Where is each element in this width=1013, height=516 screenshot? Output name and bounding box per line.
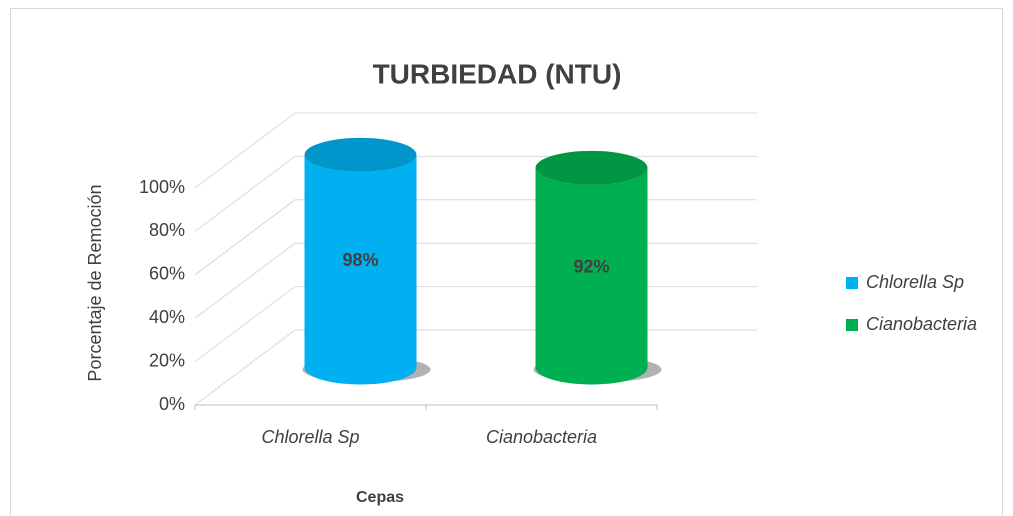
legend-swatch bbox=[846, 277, 858, 289]
y-tick-label: 60% bbox=[149, 264, 185, 284]
grid-line bbox=[194, 329, 296, 406]
legend-label: Cianobacteria bbox=[866, 314, 977, 334]
grid-line bbox=[194, 242, 296, 319]
y-tick-label: 20% bbox=[149, 350, 185, 370]
y-tick-label: 40% bbox=[149, 307, 185, 327]
grid-line bbox=[194, 112, 296, 189]
cylinder bbox=[304, 154, 417, 385]
y-tick-label: 0% bbox=[159, 394, 185, 414]
x-tick-label: Chlorella Sp bbox=[261, 427, 359, 447]
x-axis-label: Cepas bbox=[356, 489, 404, 506]
chart-title: TURBIEDAD (NTU) bbox=[373, 58, 622, 89]
cylinder bbox=[535, 167, 648, 385]
legend-swatch bbox=[846, 319, 858, 331]
x-tick-label: Cianobacteria bbox=[486, 427, 597, 447]
grid-line bbox=[194, 286, 296, 363]
cylinder-top bbox=[535, 150, 648, 185]
value-label: 98% bbox=[342, 250, 378, 270]
y-tick-label: 80% bbox=[149, 220, 185, 240]
value-label: 92% bbox=[573, 256, 609, 276]
y-axis-label: Porcentaje de Remoción bbox=[85, 184, 105, 381]
cylinder-top bbox=[304, 137, 417, 172]
y-tick-label: 100% bbox=[139, 177, 185, 197]
grid-line bbox=[194, 199, 296, 276]
grid-line bbox=[194, 155, 296, 232]
legend-label: Chlorella Sp bbox=[866, 272, 964, 292]
chart-border bbox=[10, 8, 1003, 516]
